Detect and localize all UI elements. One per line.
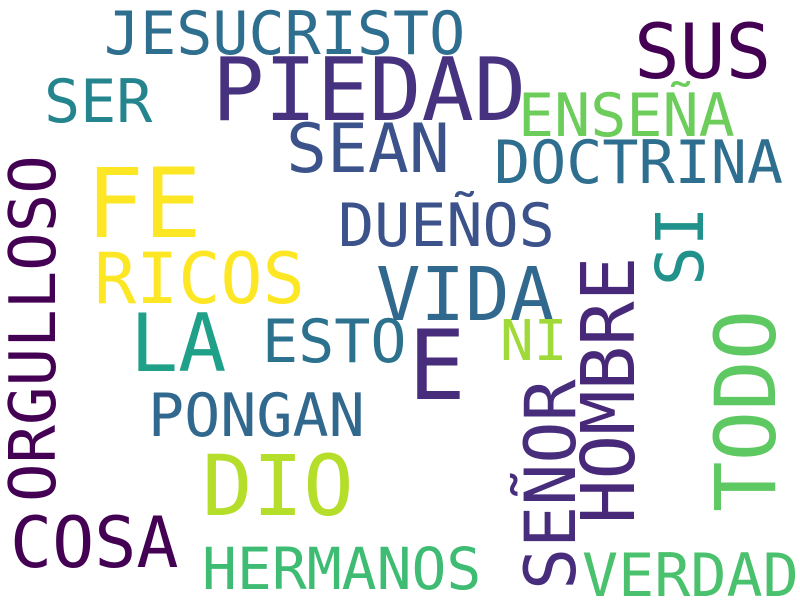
word-pongan: PONGAN: [148, 381, 365, 451]
word-dio: DIO: [202, 437, 354, 535]
word-verdad: VERDAD: [582, 541, 799, 600]
word-ser: SER: [44, 67, 153, 137]
word-ensena: ENSEÑA: [518, 81, 735, 151]
word-si: SI: [642, 206, 719, 286]
word-senor: SEÑOR: [510, 379, 592, 590]
word-ni: NI: [500, 309, 568, 374]
word-jesucristo: JESUCRISTO: [104, 0, 466, 69]
word-doctrina: DOCTRINA: [494, 128, 783, 198]
word-sus: SUS: [634, 7, 772, 96]
word-hermanos: HERMANOS: [202, 535, 482, 600]
word-orgulloso: ORGULLOSO: [0, 155, 71, 502]
word-la: LA: [130, 297, 227, 390]
word-vida: VIDA: [376, 252, 555, 338]
word-ricos: RICOS: [94, 238, 305, 320]
word-esto: ESTO: [262, 307, 407, 377]
word-sean: SEAN: [286, 110, 450, 189]
word-cosa: COSA: [10, 502, 179, 584]
word-fe: FE: [86, 148, 202, 260]
word-duenos: DUEÑOS: [338, 191, 555, 261]
word-piedad: PIEDAD: [212, 39, 527, 141]
word-todo: TODO: [697, 309, 795, 512]
word-e: E: [408, 310, 466, 422]
